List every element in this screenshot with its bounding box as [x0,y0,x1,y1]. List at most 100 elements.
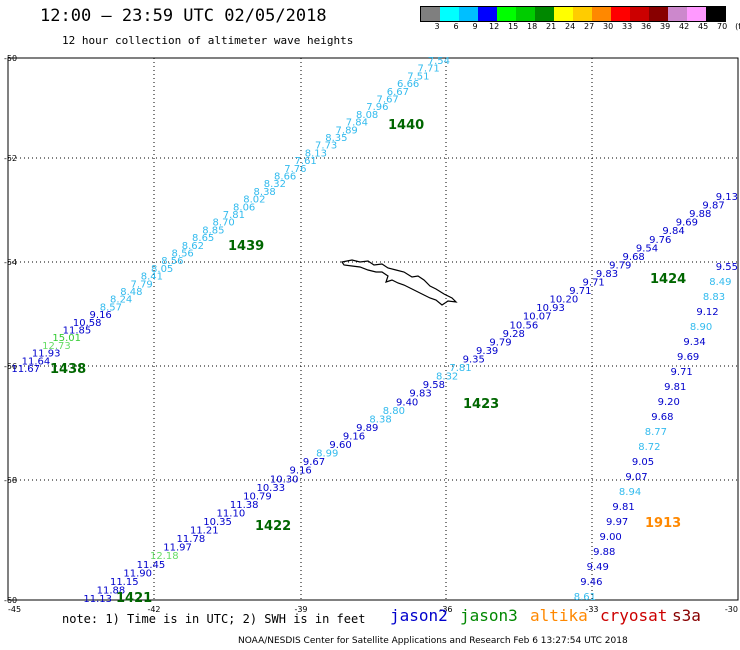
legend-s3a: s3a [672,606,701,625]
color-swatch [687,7,706,21]
swh-value: 9.81 [612,502,634,513]
swh-value: 10.07 [523,312,552,323]
swh-value: 8.66 [274,172,296,183]
swh-value: 7.54 [428,56,450,67]
swh-value: 11.88 [97,585,126,596]
swh-value: 7.79 [131,279,153,290]
track-time-1422: 1422 [255,519,291,534]
color-scale-label: 39 [660,22,671,31]
track-time-1423: 1423 [463,397,499,412]
swh-value: 9.16 [290,466,312,477]
swh-value: 9.87 [702,201,724,212]
swh-value: 9.46 [580,577,602,588]
swh-value: 10.30 [270,474,299,485]
swh-value: 15.01 [52,333,81,344]
swh-value: 11.13 [83,594,112,605]
color-swatch [573,7,592,21]
swh-value: 7.84 [346,118,368,129]
map-subtitle: 12 hour collection of altimeter wave hei… [62,34,354,47]
swh-value: 9.20 [658,397,680,408]
color-swatch [459,7,478,21]
swh-value: 12.73 [42,341,71,352]
swh-value: 11.67 [11,364,40,375]
swh-value: 8.13 [305,148,327,159]
swh-value: 7.89 [336,125,358,136]
latitude-label: -56 [4,362,17,371]
swh-value: 9.28 [503,329,525,340]
swh-value: 6.66 [397,79,419,90]
color-scale-bar [420,6,726,22]
swh-value: 9.68 [623,252,645,263]
swh-value: 8.99 [316,449,338,460]
swh-value: 9.12 [696,307,718,318]
color-scale-label: 24 [565,22,576,31]
color-scale-label: 9 [472,22,478,31]
color-swatch [440,7,459,21]
color-scale-label: 45 [698,22,709,31]
color-swatch [649,7,668,21]
swh-value: 9.71 [569,286,591,297]
swh-value: 9.76 [649,235,671,246]
longitude-label: -30 [725,605,738,614]
footnote: note: 1) Time is in UTC; 2) SWH is in fe… [62,612,366,626]
swh-value: 9.81 [664,382,686,393]
swh-value: 11.90 [123,568,152,579]
swh-value: 9.84 [662,226,684,237]
color-swatch [592,7,611,21]
altimeter-track-a: 7.547.717.516.666.677.677.968.087.847.89… [11,56,450,375]
swh-value: 9.58 [423,380,445,391]
swh-value: 9.68 [651,412,673,423]
color-swatch [706,7,725,21]
swh-value: 9.40 [396,397,418,408]
latitude-label: -60 [4,596,17,605]
track-time-labels: 1440 1439 1438 1424 1423 1422 1421 1913 [50,118,686,606]
color-swatch [421,7,440,21]
color-scale-label: 15 [508,22,519,31]
color-scale-label: 6 [453,22,459,31]
swh-value: 7.67 [377,95,399,106]
swh-value: 8.05 [151,264,173,275]
swh-value: 12.18 [150,551,179,562]
swh-value: 8.38 [254,187,276,198]
swh-value: 11.45 [137,560,166,571]
color-swatch [516,7,535,21]
swh-value: 8.62 [182,241,204,252]
color-scale-label: 70 [717,22,728,31]
altimeter-track-b: 9.139.879.889.699.849.769.549.689.799.83… [83,192,738,605]
track-time-1440: 1440 [388,118,424,133]
swh-value: 7.81 [449,363,471,374]
swh-value: 7.96 [366,102,388,113]
swh-value: 7.81 [223,210,245,221]
swh-value: 9.39 [476,346,498,357]
swh-value: 9.00 [600,532,622,543]
swh-value: 8.32 [264,179,286,190]
track-time-1438: 1438 [50,362,86,377]
swh-value: 8.49 [709,277,731,288]
color-swatch [668,7,687,21]
swh-value: 9.89 [356,423,378,434]
legend-altika: altika [530,606,588,625]
swh-value: 8.35 [325,133,347,144]
swh-value: 10.33 [256,483,285,494]
swh-value: 10.56 [510,320,539,331]
swh-value: 8.85 [202,225,224,236]
swh-value: 9.49 [587,562,609,573]
swh-value: 9.69 [677,352,699,363]
swh-value: 8.48 [120,287,142,298]
swh-value: 11.64 [22,356,51,367]
swh-value: 10.79 [243,491,272,502]
color-scale-label: 33 [622,22,633,31]
color-swatch [497,7,516,21]
color-scale-label: 18 [527,22,538,31]
legend-cryosat: cryosat [600,606,668,625]
color-swatch [630,7,649,21]
swh-value: 8.70 [213,218,235,229]
swh-value: 11.93 [32,349,61,360]
map-frame [7,57,739,601]
graticule [8,58,738,600]
swh-value: 8.24 [110,295,132,306]
latitude-label: -52 [4,154,17,163]
credit-line: NOAA/NESDIS Center for Satellite Applica… [238,636,628,646]
